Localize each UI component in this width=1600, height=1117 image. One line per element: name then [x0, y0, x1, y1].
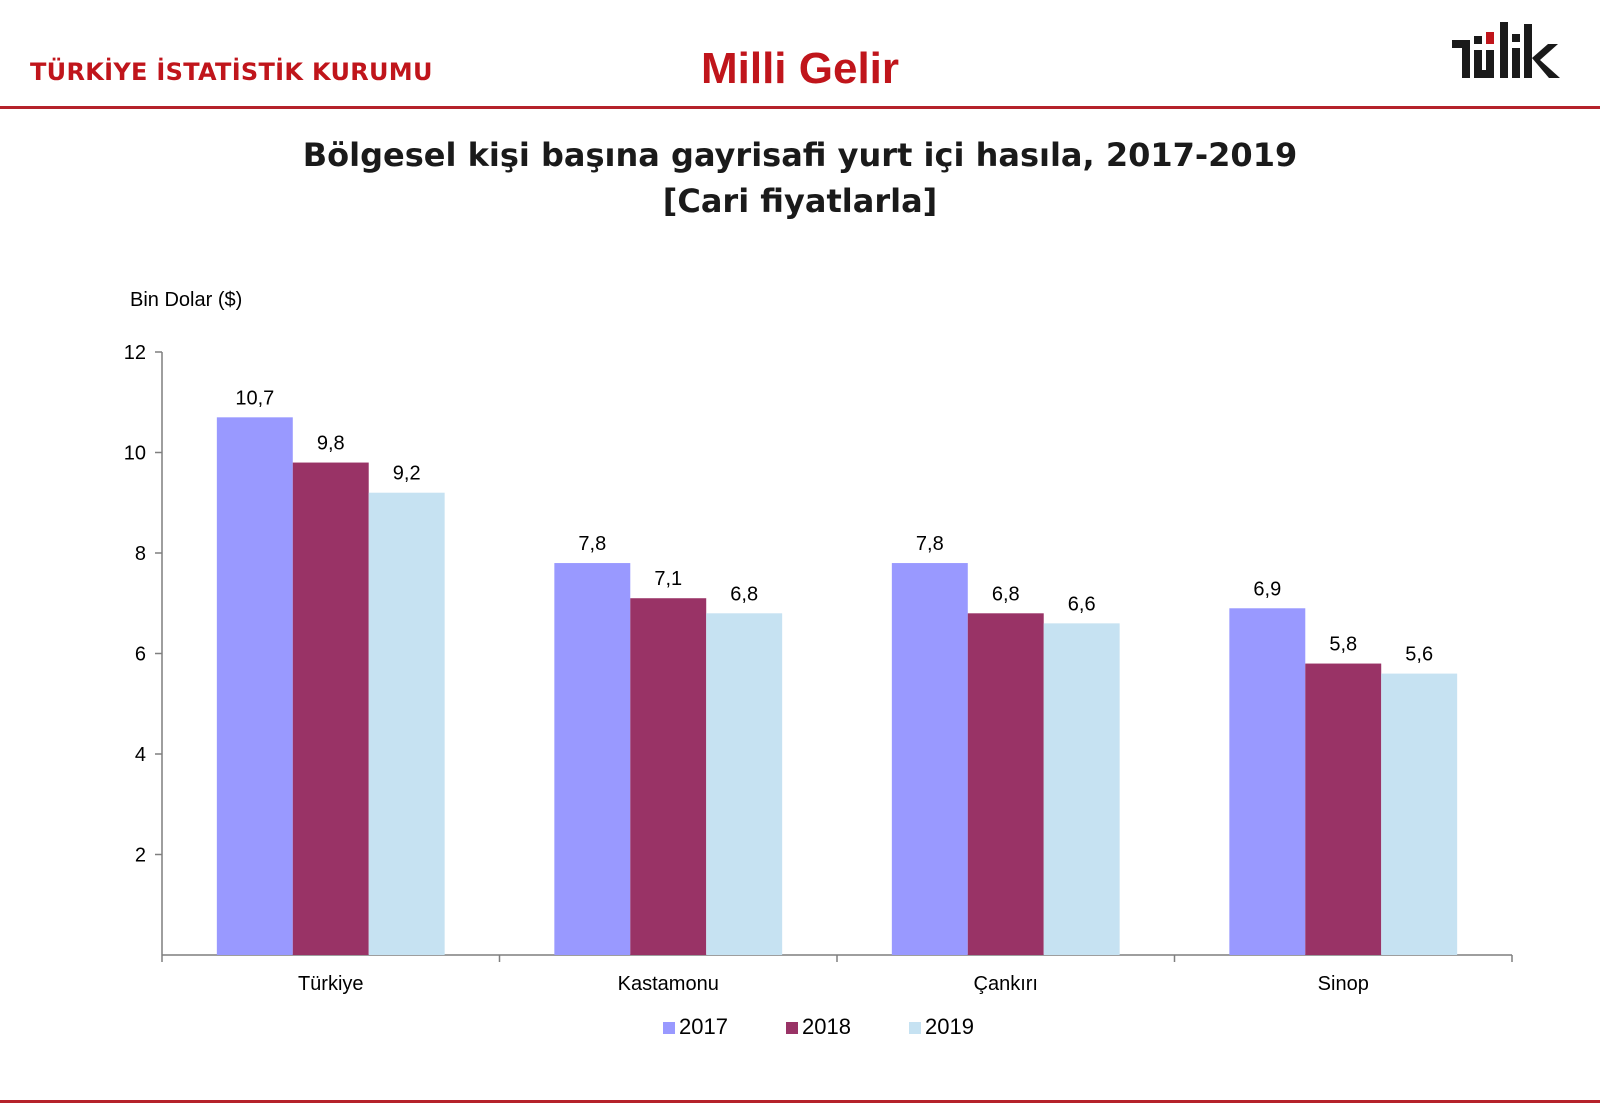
x-tick-label: Çankırı: [974, 973, 1038, 995]
x-tick-label: Sinop: [1318, 973, 1369, 995]
tuik-logo: [1452, 22, 1560, 78]
section-title: Milli Gelir: [700, 44, 900, 93]
data-label: 9,2: [393, 463, 421, 485]
bar-2017: [216, 417, 293, 955]
bar-2017: [891, 563, 968, 955]
y-axis-label: Bin Dolar ($): [130, 289, 242, 311]
legend-label-2018: 2018: [802, 1014, 851, 1039]
chart-title: Bölgesel kişi başına gayrisafi yurt içi …: [302, 136, 1298, 174]
legend-swatch-2018: [786, 1022, 798, 1034]
organization-name: TÜRKİYE İSTATİSTİK KURUMU: [30, 58, 433, 86]
y-tick-label: 10: [124, 443, 146, 465]
y-tick-label: 8: [135, 543, 146, 565]
bar-2019: [1381, 673, 1458, 955]
bar-2019: [368, 492, 445, 955]
y-tick-label: 4: [135, 744, 146, 766]
bar-2019: [1043, 623, 1120, 955]
data-label: 6,9: [1253, 578, 1281, 600]
bar-2019: [706, 613, 783, 955]
bar-2018: [967, 613, 1044, 955]
legend-label-2017: 2017: [679, 1014, 728, 1039]
data-label: 7,1: [654, 568, 682, 590]
data-label: 6,6: [1068, 593, 1096, 615]
data-label: 9,8: [317, 433, 345, 455]
bar-2017: [554, 563, 631, 955]
data-label: 6,8: [730, 583, 758, 605]
data-label: 7,8: [578, 533, 606, 555]
legend-label-2019: 2019: [925, 1014, 974, 1039]
header-divider: [0, 106, 1600, 109]
chart-subtitle: [Cari fiyatlarla]: [662, 182, 938, 220]
bar-2018: [630, 598, 707, 955]
footer-divider: [0, 1100, 1600, 1103]
data-label: 6,8: [992, 583, 1020, 605]
data-label: 5,8: [1329, 634, 1357, 656]
bar-2018: [292, 462, 369, 955]
chart-title-block: Bölgesel kişi başına gayrisafi yurt içi …: [0, 132, 1600, 224]
legend-swatch-2019: [909, 1022, 921, 1034]
legend-swatch-2017: [663, 1022, 675, 1034]
y-tick-label: 6: [135, 644, 146, 666]
bar-2017: [1229, 608, 1306, 955]
x-tick-label: Kastamonu: [618, 973, 719, 995]
bar-2018: [1305, 663, 1382, 955]
data-label: 10,7: [235, 387, 274, 409]
data-label: 5,6: [1405, 644, 1433, 666]
y-tick-label: 12: [124, 342, 146, 364]
data-label: 7,8: [916, 533, 944, 555]
x-tick-label: Türkiye: [298, 973, 364, 995]
y-tick-label: 2: [135, 845, 146, 867]
